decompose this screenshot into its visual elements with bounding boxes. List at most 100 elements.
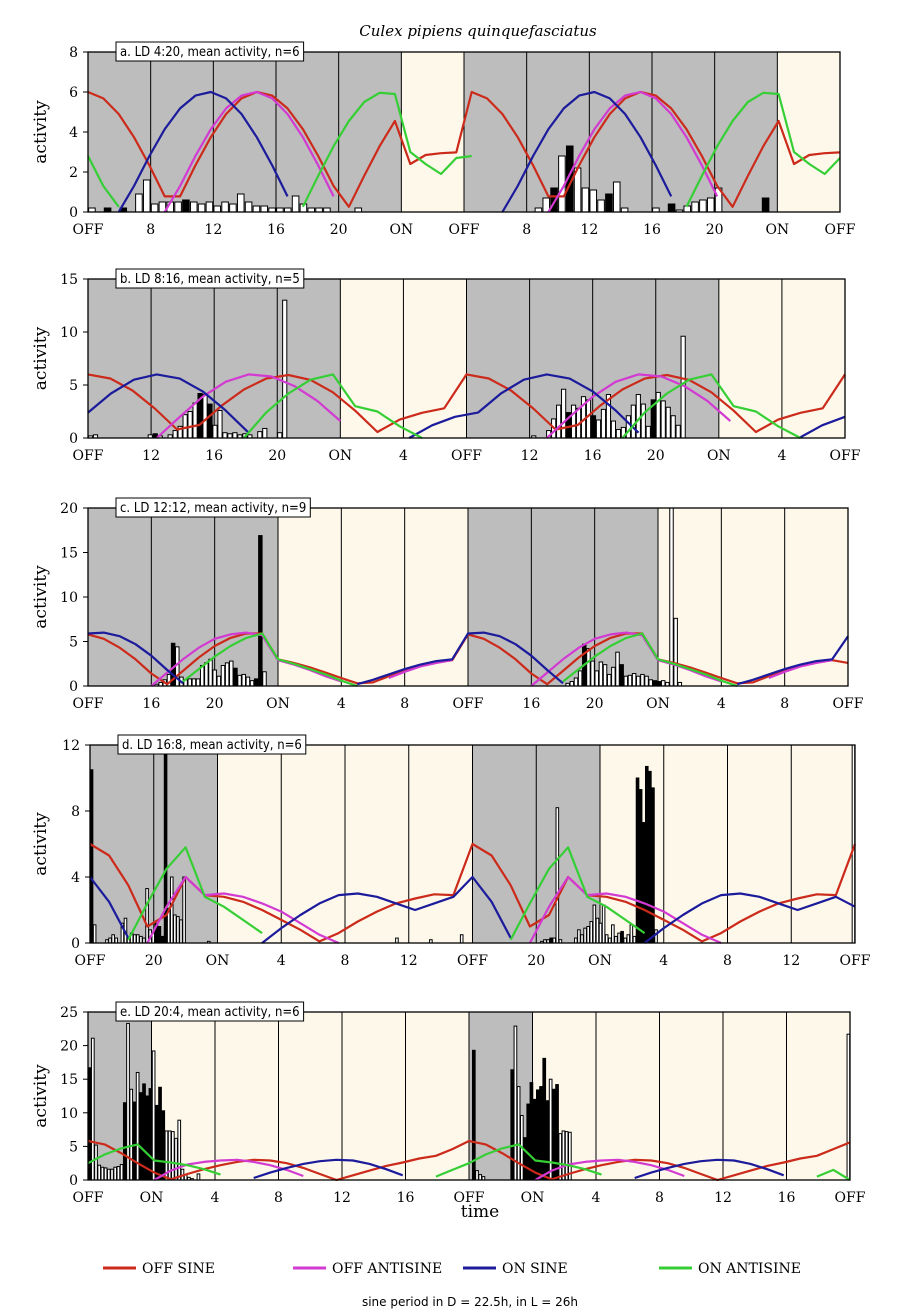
y-tick-label: 20 [60, 501, 78, 517]
y-tick-label: 4 [69, 125, 78, 141]
activity-bar [564, 1131, 569, 1181]
activity-bar [638, 789, 643, 944]
activity-bar [574, 937, 578, 944]
activity-bar [160, 935, 165, 944]
activity-bar [583, 927, 587, 944]
activity-bar [594, 670, 599, 687]
x-tick-label: 16 [522, 696, 540, 712]
panel-label-box [115, 268, 305, 289]
activity-bar [656, 681, 662, 687]
x-tick-label: 20 [706, 222, 724, 238]
activity-bar [220, 665, 226, 687]
activity-bar [635, 777, 640, 944]
activity-bar [139, 935, 143, 944]
activity-bar [478, 1174, 483, 1181]
activity-bar [90, 1037, 95, 1181]
x-tick-label: 12 [521, 448, 539, 464]
y-axis-label: activity [31, 565, 51, 629]
activity-bar [600, 408, 607, 439]
activity-bar [122, 1102, 127, 1181]
activity-bar [244, 201, 253, 213]
y-tick-label: 10 [60, 325, 78, 341]
y-tick-label: 20 [60, 1039, 78, 1055]
x-tick-label: 8 [400, 696, 409, 712]
activity-bar [110, 1168, 114, 1181]
panel-c: 0 5 10 15 20 activity OFF 16 20 ON 4 8 OFF 16 20 ON 4 8 OF… [31, 497, 864, 712]
activity-bar [145, 888, 149, 944]
y-tick-label: 4 [71, 870, 80, 886]
activity-bar [660, 400, 666, 439]
activity-bar [182, 876, 186, 944]
activity-bar [142, 937, 146, 944]
plot-frame [89, 744, 856, 944]
activity-bar [224, 662, 230, 687]
activity-bar [129, 1088, 134, 1181]
x-tick-label: 16 [584, 448, 602, 464]
activity-bar [549, 937, 553, 944]
activity-bar [561, 388, 567, 439]
activity-bar [170, 1131, 175, 1181]
panel-d: 0 4 8 12 activity OFF 20 ON 4 8 12 OFF 20 ON 4 8 12 OFF d.… [31, 734, 871, 969]
panel-e: 0 5 10 15 20 25 activity OFF ON 4 8 12 16 OFF ON 4 8 12 16… [31, 1001, 866, 1206]
x-tick-label: 20 [527, 953, 545, 969]
activity-bar [249, 680, 255, 687]
x-tick-label: 8 [274, 1190, 283, 1206]
panel-label: a. LD 4:20, mean activity, n=6 [120, 45, 300, 60]
x-tick-label: OFF [73, 448, 104, 464]
activity-bar [217, 409, 223, 439]
activity-bar [706, 197, 715, 213]
activity-bar [174, 1137, 178, 1181]
activity-bar [611, 924, 615, 944]
activity-bar [589, 921, 594, 944]
x-tick-label: 4 [659, 953, 668, 969]
activity-bar [204, 662, 209, 687]
y-tick-label: 25 [60, 1005, 78, 1021]
sine-period-footnote: sine period in D = 22.5h, in L = 26h [362, 1295, 578, 1309]
panel-label: b. LD 8:16, mean activity, n=5 [120, 272, 300, 287]
x-tick-label: OFF [451, 448, 482, 464]
activity-bar [556, 404, 562, 439]
activity-bar [176, 916, 180, 944]
legend-item-off-sine: OFF SINE [103, 1261, 215, 1277]
activity-bar [212, 424, 218, 439]
x-tick-label: 4 [277, 953, 286, 969]
activity-bar [615, 651, 620, 687]
activity-bar [169, 876, 174, 944]
activity-bar [570, 404, 577, 439]
activity-bar [610, 420, 617, 439]
y-tick-label: 0 [71, 936, 80, 952]
x-tick-label: OFF [73, 696, 104, 712]
on-antisine-curve [87, 91, 841, 208]
on-sine-curve [87, 631, 849, 686]
activity-bar [581, 187, 590, 213]
x-tick-label: ON [389, 222, 413, 238]
activity-bar [136, 934, 140, 944]
x-tick-label: 12 [400, 953, 418, 969]
activity-bar [132, 934, 137, 944]
activity-bar [539, 1086, 543, 1181]
activity-bar [611, 666, 616, 687]
activity-bar [589, 189, 598, 213]
x-tick-label: 20 [647, 448, 665, 464]
activity-bar [626, 934, 631, 944]
off-antisine-curve [163, 90, 719, 213]
activity-bar [179, 919, 183, 944]
on-antisine-curve [127, 846, 646, 941]
activity-bar [111, 934, 115, 944]
activity-bar [262, 671, 267, 687]
activity-bar [100, 1166, 105, 1181]
activity-bar [601, 904, 606, 944]
panels: 0 2 4 6 8 activity OFF 8 12 16 20 ON OFF 8 12 16 20 ON OFF… [31, 41, 871, 1206]
activity-bar [629, 924, 634, 944]
figure-title: Culex pipiens quinquefasciatus [359, 22, 597, 40]
activity-bar [644, 675, 649, 687]
activity-bar [619, 664, 624, 687]
activity-bar [555, 1084, 559, 1181]
activity-bar [667, 203, 676, 213]
activity-bar [675, 424, 681, 439]
activity-bar [172, 430, 178, 439]
activity-bar [510, 1069, 515, 1181]
activity-bar [590, 415, 597, 439]
x-tick-label: 4 [211, 1190, 220, 1206]
activity-bar [229, 203, 237, 213]
